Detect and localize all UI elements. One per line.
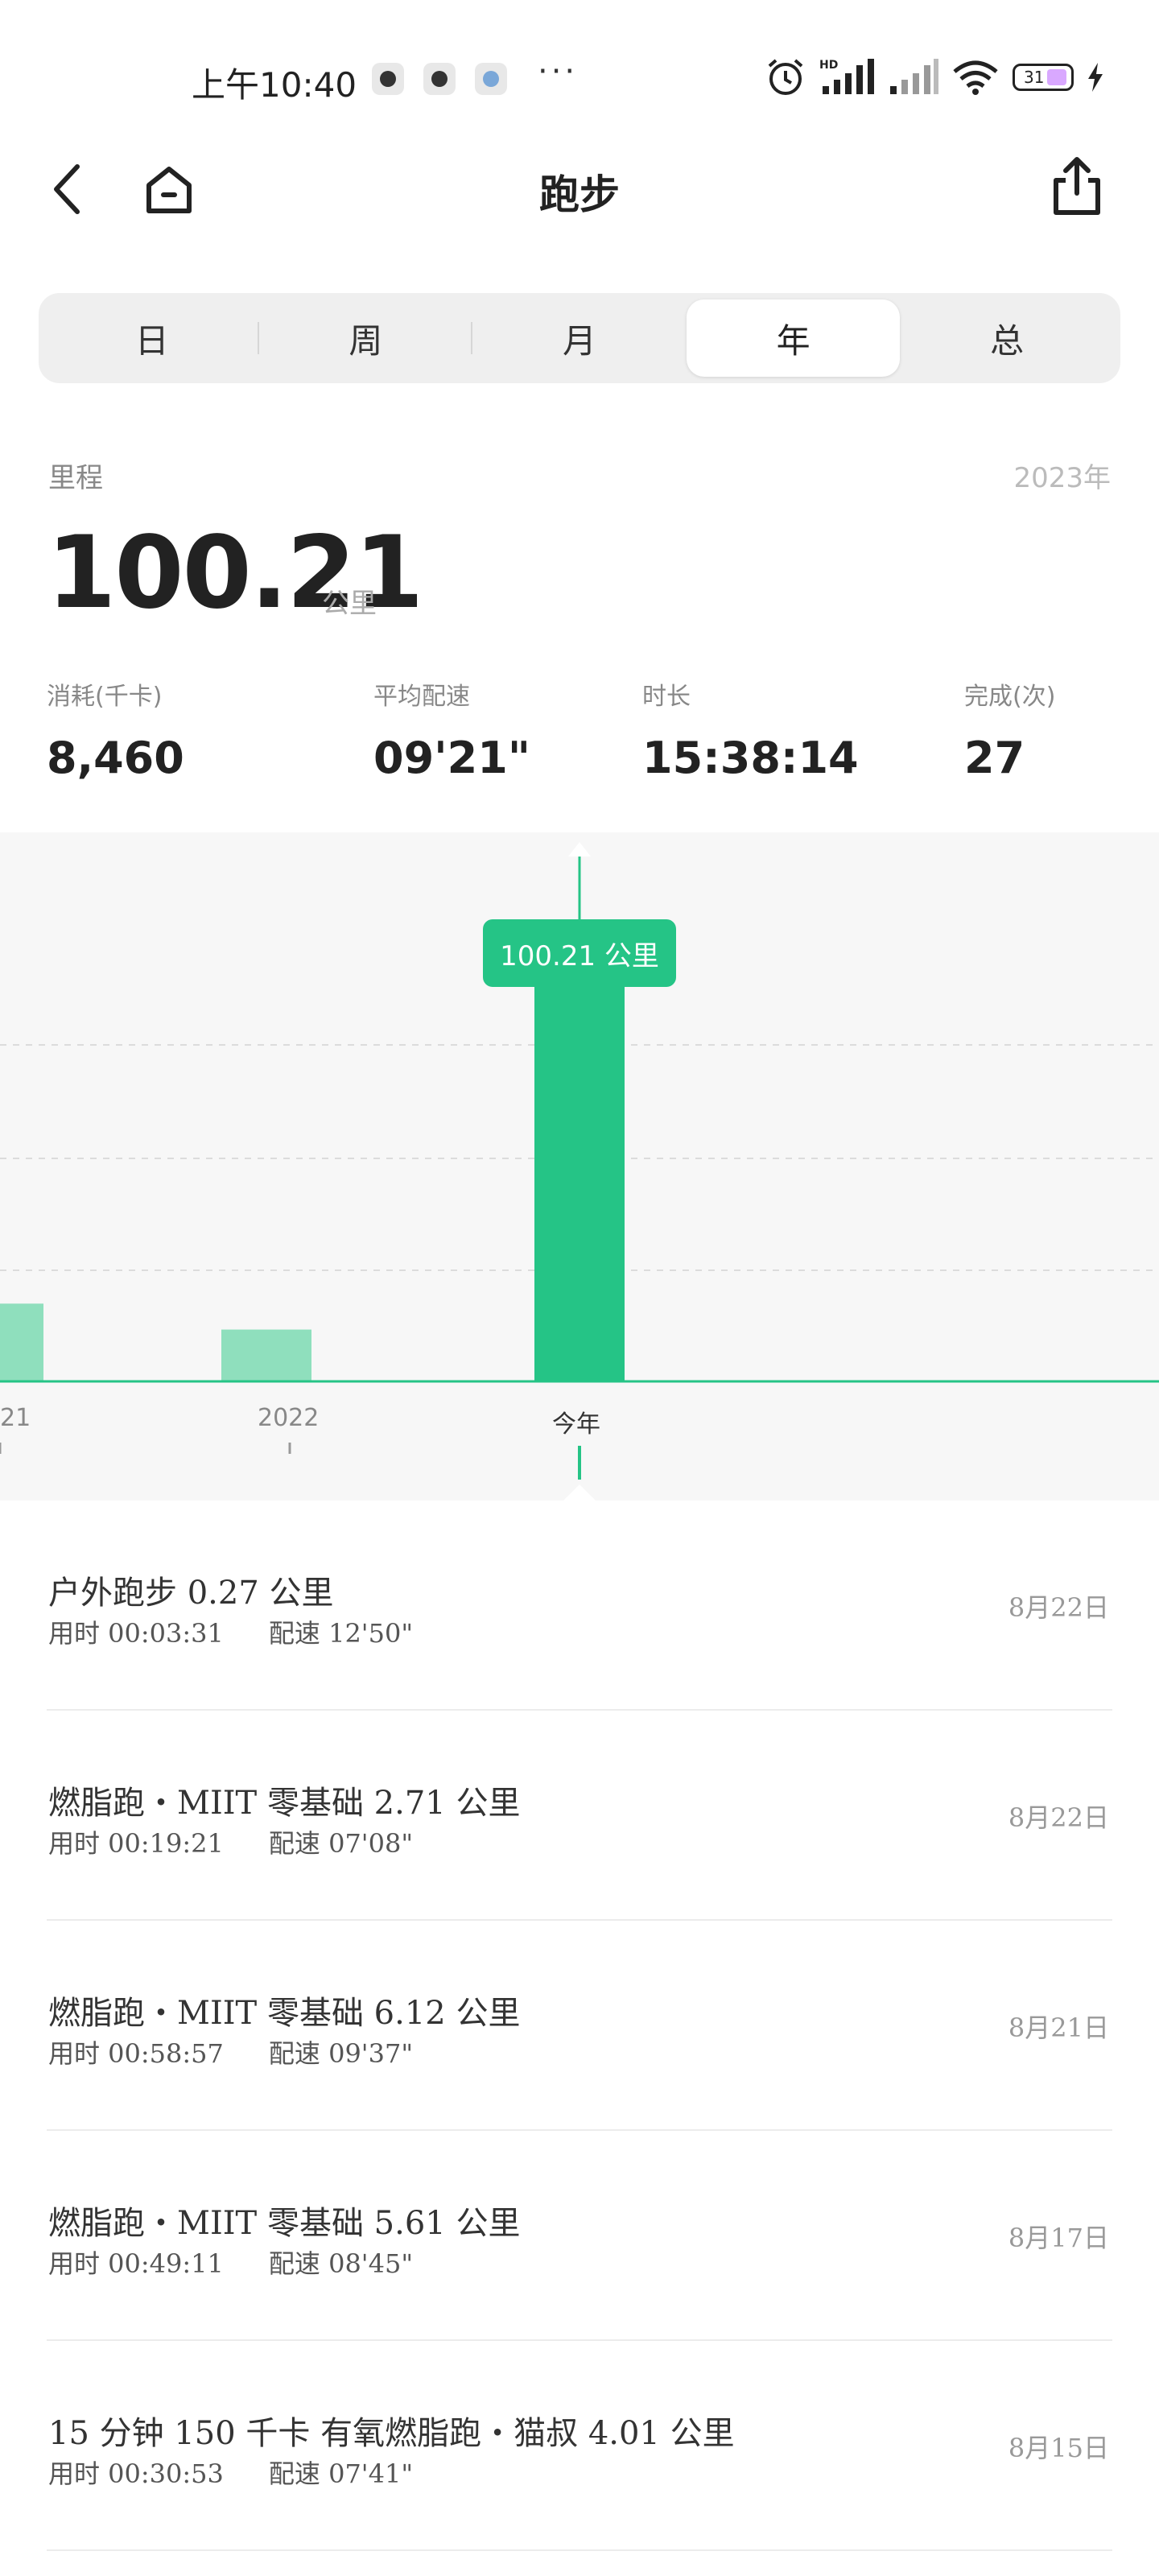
record-title: 燃脂跑・MIIT 零基础 6.12 公里 [48, 1995, 521, 2032]
record-subtitle: 用时 00:49:11 配速 08'45" [48, 2244, 458, 2281]
record-date: 8月22日 [1008, 1802, 1109, 1833]
divider [47, 2339, 1112, 2341]
period-tabs: 日 周 月 年 总 [39, 293, 1120, 383]
status-time: 上午10:40 [192, 65, 357, 105]
metric-pace: 平均配速 09'21" [373, 676, 530, 783]
status-bar: 上午10:40 ··· HD [0, 0, 1159, 153]
metric-value: 15:38:14 [642, 733, 859, 783]
year-label: 2023年 [1013, 462, 1111, 494]
system-icons: HD 31 [765, 56, 1104, 98]
record-pace: 配速 09'37" [268, 2038, 414, 2069]
distance-value: 100.21 [47, 515, 424, 631]
record-date: 8月22日 [1008, 1592, 1109, 1623]
back-icon[interactable] [45, 157, 93, 221]
divider [47, 1919, 1112, 1921]
record-date: 8月17日 [1008, 2223, 1109, 2253]
browser-notification-icon [423, 63, 456, 95]
app-notification-icon [372, 63, 404, 95]
run-records-list: 户外跑步 0.27 公里 用时 00:03:31 配速 12'50" 8月22日 燃脂跑… [0, 1501, 1159, 2551]
tab-total[interactable]: 总 [990, 320, 1025, 361]
record-duration: 用时 00:58:57 [48, 2038, 224, 2069]
record-duration: 用时 00:49:11 [48, 2248, 224, 2279]
page-title: 跑步 [539, 171, 620, 218]
record-title: 燃脂跑・MIIT 零基础 5.61 公里 [48, 2205, 521, 2242]
record-date: 8月15日 [1008, 2433, 1109, 2463]
x-tick-label: 21 [0, 1404, 31, 1432]
signal-icon [890, 59, 938, 94]
divider [47, 2129, 1112, 2131]
record-duration: 用时 00:30:53 [48, 2458, 224, 2489]
record-date: 8月21日 [1008, 2013, 1109, 2043]
tab-year[interactable]: 年 [686, 299, 901, 377]
record-pace: 配速 07'08" [268, 1828, 414, 1859]
signal-hd-icon: HD [819, 59, 874, 94]
metric-label: 完成(次) [964, 683, 1056, 711]
record-duration: 用时 00:19:21 [48, 1828, 224, 1859]
record-subtitle: 用时 00:03:31 配速 12'50" [48, 1613, 458, 1650]
divider [47, 2549, 1112, 2551]
record-duration: 用时 00:03:31 [48, 1618, 224, 1649]
cursor-top-notch [568, 842, 591, 857]
tab-day[interactable]: 日 [45, 299, 259, 377]
record-pace: 配速 07'41" [268, 2458, 414, 2489]
record-title: 燃脂跑・MIIT 零基础 2.71 公里 [48, 1785, 521, 1822]
record-subtitle: 用时 00:19:21 配速 07'08" [48, 1823, 458, 1860]
record-title: 户外跑步 0.27 公里 [48, 1575, 334, 1612]
metric-label: 时长 [642, 683, 691, 711]
bar[interactable] [0, 1303, 43, 1381]
metric-label: 消耗(千卡) [47, 683, 163, 711]
charging-icon [1088, 63, 1103, 92]
record-title: 15 分钟 150 千卡 有氧燃脂跑・猫叔 4.01 公里 [48, 2415, 735, 2452]
bar[interactable] [221, 1329, 311, 1381]
distance-unit: 公里 [322, 588, 377, 620]
x-tick-label-current: 今年 [552, 1410, 600, 1439]
wifi-icon [953, 60, 998, 95]
alarm-icon [768, 59, 803, 95]
metric-value: 09'21" [373, 733, 530, 783]
notification-icons [372, 63, 507, 95]
cloud-notification-icon [475, 63, 507, 95]
metric-value: 27 [964, 733, 1025, 783]
run-record-row[interactable]: 户外跑步 0.27 公里用时 00:03:31 配速 12'50" 8月22日 [0, 1501, 1159, 1711]
battery-icon: 31 [1013, 64, 1074, 91]
chart-tooltip: 100.21 公里 [483, 919, 676, 997]
run-record-row[interactable]: 15 分钟 150 千卡 有氧燃脂跑・猫叔 4.01 公里 用时 00:30:53… [0, 2341, 1159, 2551]
svg-text:HD: HD [819, 59, 838, 72]
more-notifications-icon: ··· [538, 53, 579, 90]
tab-month[interactable]: 月 [562, 320, 596, 361]
record-pace: 配速 12'50" [268, 1618, 414, 1649]
record-pace: 配速 08'45" [268, 2248, 414, 2279]
metric-count: 完成(次) 27 [964, 676, 1055, 783]
tab-week[interactable]: 周 [259, 299, 473, 377]
home-icon[interactable] [141, 161, 197, 217]
record-subtitle: 用时 00:58:57 配速 09'37" [48, 2033, 458, 2070]
distance-label: 里程 [48, 462, 103, 494]
x-tick-label: 2022 [258, 1404, 320, 1432]
metric-value: 8,460 [47, 733, 184, 783]
battery-level: 31 [1024, 68, 1045, 87]
cursor-bottom-notch [563, 1484, 596, 1501]
bar-current[interactable] [534, 944, 625, 1381]
metric-duration: 时长 15:38:14 [642, 676, 859, 783]
metric-calories: 消耗(千卡) 8,460 [47, 676, 184, 783]
share-icon[interactable] [1048, 155, 1106, 219]
run-record-row[interactable]: 燃脂跑・MIIT 零基础 6.12 公里用时 00:58:57 配速 09'37"… [0, 1921, 1159, 2131]
record-subtitle: 用时 00:30:53 配速 07'41" [48, 2454, 458, 2491]
metric-label: 平均配速 [373, 683, 470, 711]
run-record-row[interactable]: 燃脂跑・MIIT 零基础 2.71 公里用时 00:19:21 配速 07'08"… [0, 1711, 1159, 1921]
yearly-bar-chart[interactable] [0, 832, 1159, 1501]
run-record-row[interactable]: 燃脂跑・MIIT 零基础 5.61 公里用时 00:49:11 配速 08'45"… [0, 2131, 1159, 2341]
divider [47, 1709, 1112, 1711]
